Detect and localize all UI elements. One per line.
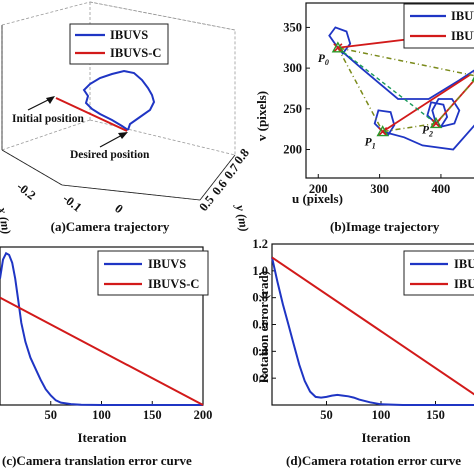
panel-b-frame: [305, 2, 474, 179]
panel-a-x-tick: 0: [112, 201, 126, 216]
panel-c-x-tick-label: 200: [194, 408, 213, 422]
panel-b-y-tick-label: 300: [283, 61, 302, 75]
panel-c-caption: (c)Camera translation error curve: [2, 453, 192, 468]
panel-c-series-line: [0, 296, 204, 406]
panel-b-legend-box: [403, 3, 474, 49]
panel-c-legend-label: IBUVS-C: [148, 277, 199, 291]
panel-d: 501001502000.20.40.60.81.01.2IBUVSIBUVS-…: [252, 237, 474, 468]
panel-b-feature-polygon: [337, 47, 474, 133]
panel-a-x-tick: -0.2: [14, 179, 38, 202]
panel-c-plot-area: 50 100 150 200 IBUVS IBUVS-C: [0, 246, 213, 422]
panel-a: IBUVS IBUVS-C Initial position Desired p…: [0, 1, 252, 236]
panel-c-x-tick-label: 150: [143, 408, 162, 422]
panel-a-y-tick: 0.5: [196, 193, 217, 214]
panel-b-y-tick-label: 250: [283, 102, 302, 116]
panel-a-ibuvs-line: [82, 69, 156, 131]
panel-b-feature-marker: [333, 43, 343, 53]
panel-b-x-tick-label: 200: [309, 182, 328, 196]
panel-a-annotations: Initial position Desired position: [12, 96, 150, 161]
panel-d-y-axis-label: Rotation error (rad): [256, 271, 271, 383]
panel-c-series-line: [0, 251, 203, 406]
panel-b-ibuvs-path: [373, 109, 396, 137]
panel-a-x-tick: -0.1: [60, 191, 84, 214]
panel-a-x-axis-label: x (m): [0, 205, 14, 235]
panel-a-legend-ibuvs: IBUVS: [110, 28, 148, 42]
panel-b-y-axis-label: v (pixels): [254, 91, 269, 141]
panel-b-legend-label: IBUVS: [451, 9, 474, 23]
panel-a-ibuvs-c-line: [55, 97, 128, 132]
panel-b-x-tick-label: 400: [432, 182, 451, 196]
panel-b-caption: (b)Image trajectory: [330, 219, 440, 234]
panel-b-ibuvs-path: [431, 98, 461, 128]
panel-b-feature-marker: [378, 127, 388, 137]
panel-d-y-tick-label: 1.0: [252, 264, 268, 278]
panel-b-feature-marker: [431, 118, 441, 129]
panel-d-series-line: [271, 256, 474, 396]
panel-b-ibuvs-path: [328, 26, 352, 55]
panel-c-legend-label: IBUVS: [148, 257, 186, 271]
annotation-initial-position: Initial position: [12, 113, 85, 125]
panel-a-caption: (a)Camera trajectory: [51, 219, 170, 234]
panel-d-y-tick-label: 0.2: [252, 371, 268, 385]
panel-d-y-tick-label: 0.6: [252, 318, 268, 332]
panel-a-legend-ibuvs-c: IBUVS-C: [110, 46, 161, 60]
panel-d-y-tick-label: 0.8: [252, 291, 268, 305]
panel-d-x-tick-label: 50: [320, 408, 333, 422]
panel-d-series-line: [271, 257, 474, 406]
panel-b-y-tick-label: 350: [283, 20, 302, 34]
annotation-desired-position: Desired position: [70, 149, 150, 161]
panel-c-x-tick-label: 50: [45, 408, 58, 422]
panel-d-legend-box: [403, 250, 474, 296]
panel-c-x-axis-label: Iteration: [77, 430, 127, 445]
panel-a-legend: IBUVS IBUVS-C: [69, 23, 169, 65]
panel-b-feature-target: [429, 117, 443, 129]
panel-b: 200300400200250300350P0P1P2IBUVSIBUVS-C …: [254, 2, 474, 234]
panel-b-point-label: P2: [422, 124, 433, 138]
panel-d-legend-label: IBUVS: [454, 257, 474, 271]
panel-b-feature-target: [331, 41, 345, 53]
panel-d-x-tick-label: 150: [426, 408, 445, 422]
panel-b-ibuvs-path: [337, 47, 474, 100]
panel-d-y-tick-label: 0.4: [252, 344, 268, 358]
panel-b-point-label: P0: [318, 53, 329, 67]
panel-a-box: [1, 1, 236, 201]
panel-b-y-tick-label: 200: [283, 143, 302, 157]
panel-b-x-tick-label: 300: [370, 182, 389, 196]
panel-b-ibuvs-c-path: [382, 73, 471, 133]
panel-c-legend-box: [97, 250, 209, 296]
panel-b-x-axis-label: u (pixels): [292, 191, 343, 206]
panel-d-caption: (d)Camera rotation error curve: [286, 453, 461, 468]
panel-d-plot-area: 501001502000.20.40.60.81.01.2IBUVSIBUVS-…: [252, 237, 474, 422]
panel-b-plot-area: 200 300 400 200 250 300 350 P0 P1 P2 IBUVS IBUVS-C: [283, 2, 474, 196]
panel-b-ibuvs-path: [382, 124, 474, 151]
panel-b-point-label: P1: [365, 137, 376, 151]
panel-d-legend-label: IBUVS-C: [454, 277, 474, 291]
panel-b-feature-target: [376, 125, 389, 137]
panel-c: 50 100 150 200 IBUVS IBUVS-C Iteration (c)Cam…: [0, 246, 213, 468]
panel-c-x-tick-label: 100: [92, 408, 111, 422]
panel-d-x-axis-label: Iteration: [361, 430, 411, 445]
panel-d-y-tick-label: 1.2: [252, 237, 268, 251]
panel-a-y-tick: 0.6: [209, 177, 230, 198]
panel-b-legend-label: IBUVS-C: [451, 29, 474, 43]
panel-a-y-axis-label: y (m): [233, 202, 252, 233]
panel-d-x-tick-label: 100: [372, 408, 391, 422]
